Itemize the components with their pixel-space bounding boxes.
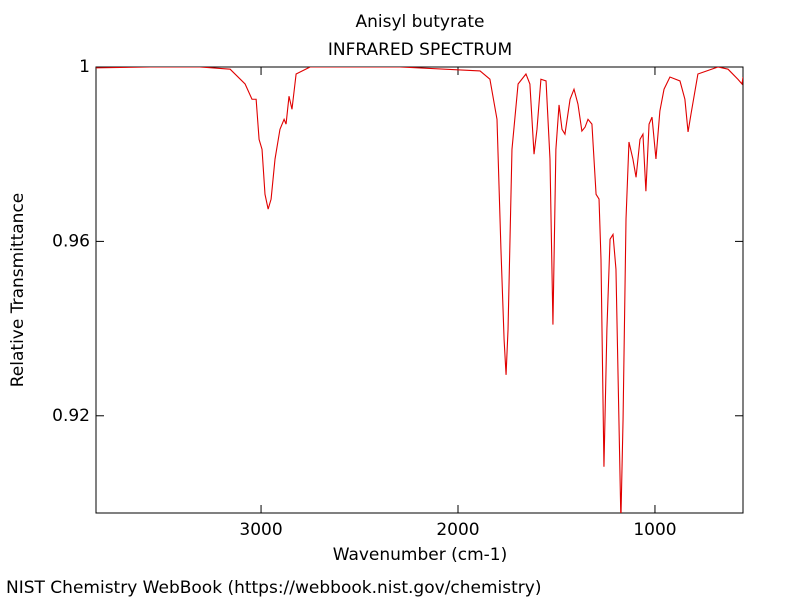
y-tick-label: 1 [79, 57, 90, 77]
footer: NIST Chemistry WebBook (https://webbook.… [6, 578, 541, 598]
plot-frame [95, 66, 744, 514]
x-axis-label: Wavenumber (cm-1) [333, 545, 508, 565]
spectrum-line [96, 67, 743, 513]
y-tick-label: 0.96 [52, 231, 90, 251]
chart-subtitle: INFRARED SPECTRUM [328, 40, 512, 60]
y-tick-label: 0.92 [52, 406, 90, 426]
x-tick-label: 3000 [239, 520, 282, 540]
chart-title: Anisyl butyrate [356, 12, 485, 32]
x-tick-label: 2000 [436, 520, 479, 540]
y-axis-label: Relative Transmittance [8, 193, 28, 388]
x-tick-label: 1000 [633, 520, 676, 540]
